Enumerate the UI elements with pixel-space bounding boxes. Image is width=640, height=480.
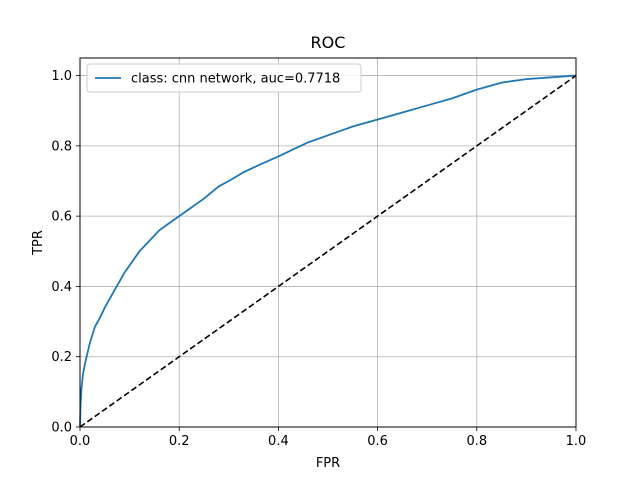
legend: class: cnn network, auc=0.7718: [86, 63, 362, 93]
x-tick-label-0: 0.0: [70, 434, 91, 449]
y-tick-label-4: 0.8: [51, 139, 72, 154]
grid-layer: [79, 58, 577, 428]
legend-label-0: class: cnn network, auc=0.7718: [131, 72, 340, 87]
y-tick-label-0: 0.0: [51, 421, 72, 436]
x-tick-label-1: 0.2: [169, 434, 190, 449]
x-tick-label-3: 0.6: [367, 434, 388, 449]
x-axis-label: FPR: [316, 456, 340, 471]
chart-title: ROC: [311, 33, 346, 52]
y-tick-label-2: 0.4: [51, 280, 72, 295]
tick-layer: 0.0 0.2 0.4 0.6 0.8 1.0 0.0 0.2 0.4 0.6 0.8 1.0: [51, 69, 586, 449]
y-tick-label-5: 1.0: [51, 69, 72, 84]
series-layer: [79, 74, 577, 428]
x-tick-label-2: 0.4: [268, 434, 289, 449]
y-tick-label-1: 0.2: [51, 350, 72, 365]
chance-diagonal-line: [79, 74, 577, 428]
roc-curve-line: [79, 74, 577, 428]
x-tick-label-5: 1.0: [566, 434, 587, 449]
y-tick-label-3: 0.6: [51, 210, 72, 225]
x-tick-label-4: 0.8: [466, 434, 487, 449]
y-axis-label: TPR: [31, 230, 46, 256]
legend-box: [86, 63, 362, 93]
plot-frame: [79, 57, 577, 428]
